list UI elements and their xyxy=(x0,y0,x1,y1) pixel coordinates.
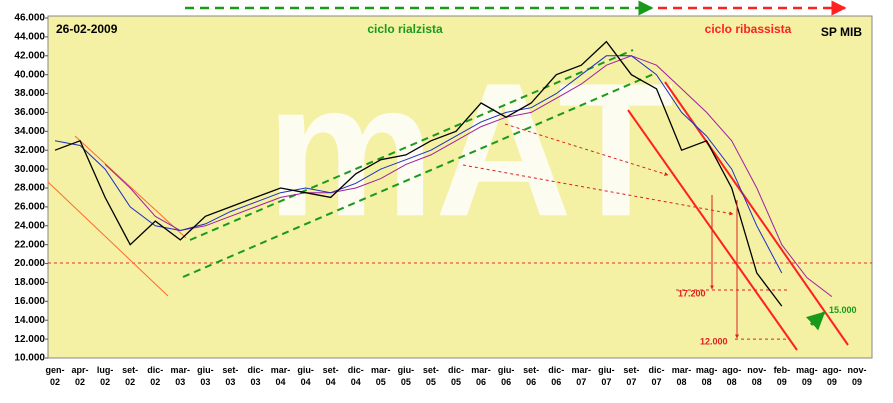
y-tick-label: 46.000 xyxy=(14,13,45,24)
x-tick-label: mar-07 xyxy=(572,365,592,387)
y-tick-label: 28.000 xyxy=(14,183,45,194)
y-tick-label: 32.000 xyxy=(14,145,45,156)
y-tick-label: 14.000 xyxy=(14,315,45,326)
x-tick-label: set-03 xyxy=(222,365,238,387)
series-line xyxy=(54,55,783,274)
x-tick-label: ago-09 xyxy=(822,365,841,387)
projection-line xyxy=(504,123,669,176)
y-tick-label: 44.000 xyxy=(14,32,45,43)
x-tick-label: mar-03 xyxy=(171,365,191,387)
cycle-label: ciclo ribassista xyxy=(705,22,792,36)
trend-line xyxy=(47,181,169,297)
y-tick-label: 38.000 xyxy=(14,88,45,99)
x-tick-label: dic-07 xyxy=(648,365,664,387)
x-tick-label: mag-08 xyxy=(696,365,718,387)
y-tick-label: 34.000 xyxy=(14,126,45,137)
trend-line xyxy=(189,49,634,241)
x-tick-label: nov-08 xyxy=(747,365,766,387)
x-tick-label: set-02 xyxy=(122,365,138,387)
x-tick-label: set-04 xyxy=(323,365,339,387)
x-tick-label: set-05 xyxy=(423,365,439,387)
x-tick-label: apr-02 xyxy=(72,365,89,387)
x-tick-label: giu-07 xyxy=(598,365,615,387)
watermark: mAT xyxy=(266,44,674,256)
x-tick-label: dic-02 xyxy=(147,365,163,387)
x-tick-label: gen-02 xyxy=(46,365,65,387)
x-tick-label: mar-04 xyxy=(271,365,291,387)
x-tick-label: feb-09 xyxy=(774,365,791,387)
series-line xyxy=(104,55,833,297)
y-tick-label: 24.000 xyxy=(14,220,45,231)
x-tick-label: giu-06 xyxy=(498,365,515,387)
x-tick-label: set-07 xyxy=(623,365,639,387)
target-label: 12.000 xyxy=(700,336,728,346)
trend-line xyxy=(182,72,657,278)
x-tick-label: dic-05 xyxy=(448,365,464,387)
y-tick-label: 26.000 xyxy=(14,202,45,213)
x-tick-label: dic-04 xyxy=(348,365,364,387)
x-tick-label: lug-02 xyxy=(97,365,114,387)
x-tick-label: nov-09 xyxy=(848,365,867,387)
y-tick-label: 10.000 xyxy=(14,353,45,364)
y-tick-label: 40.000 xyxy=(14,69,45,80)
x-tick-label: mag-09 xyxy=(796,365,818,387)
y-tick-label: 20.000 xyxy=(14,258,45,269)
target-arrow xyxy=(805,311,826,331)
x-tick-label: giu-05 xyxy=(398,365,415,387)
y-tick-label: 42.000 xyxy=(14,50,45,61)
projection-line xyxy=(462,164,734,216)
target-label: 17.200 xyxy=(678,288,706,298)
series-line xyxy=(54,40,783,307)
y-tick-label: 12.000 xyxy=(14,334,45,345)
target-label: 15.000 xyxy=(829,305,857,315)
x-tick-label: ago-08 xyxy=(722,365,741,387)
plot-area xyxy=(47,15,873,359)
x-tick-label: giu-03 xyxy=(197,365,214,387)
y-tick-label: 36.000 xyxy=(14,107,45,118)
x-tick-label: set-06 xyxy=(523,365,539,387)
x-tick-label: dic-06 xyxy=(548,365,564,387)
y-tick-label: 18.000 xyxy=(14,277,45,288)
x-tick-label: dic-03 xyxy=(247,365,263,387)
x-tick-label: mar-06 xyxy=(471,365,491,387)
x-tick-label: giu-04 xyxy=(297,365,314,387)
y-tick-label: 16.000 xyxy=(14,296,45,307)
y-tick-label: 22.000 xyxy=(14,239,45,250)
y-tick-label: 30.000 xyxy=(14,164,45,175)
x-tick-label: mar-08 xyxy=(672,365,692,387)
cycle-label: ciclo rialzista xyxy=(367,22,443,36)
trend-line xyxy=(74,135,187,239)
x-tick-label: mar-05 xyxy=(371,365,391,387)
chart-title: SP MIB xyxy=(821,25,862,39)
date-label: 26-02-2009 xyxy=(56,22,118,36)
